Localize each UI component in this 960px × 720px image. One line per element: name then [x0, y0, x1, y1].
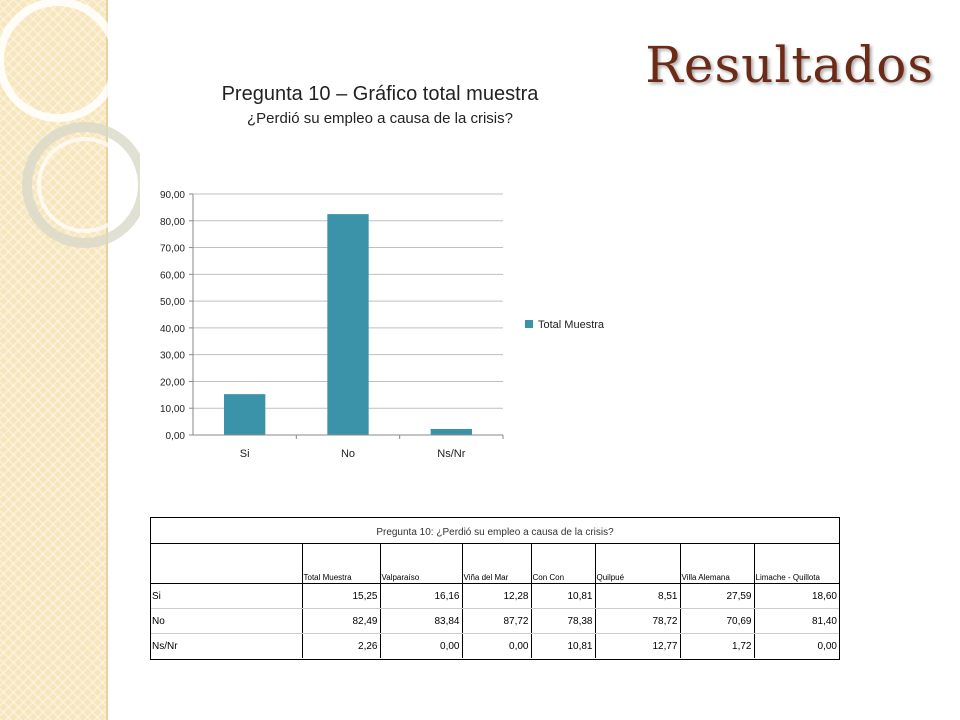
x-tick-label: Ns/Nr — [437, 448, 465, 460]
table-cell: 10,81 — [531, 633, 596, 658]
chart-legend: Total Muestra — [525, 319, 605, 331]
table-column-header: Quilpué — [595, 544, 681, 584]
table-cell: 78,38 — [531, 608, 596, 634]
table-row-label: No — [151, 608, 303, 634]
legend-label: Total Muestra — [538, 319, 605, 331]
table-cell: 12,77 — [595, 633, 681, 658]
decorative-ring-small-inner — [37, 137, 133, 233]
table-row: Ns/Nr 2,26 0,00 0,00 10,81 12,77 1,72 0,00 — [151, 633, 839, 658]
table-column-header: Valparaíso — [380, 544, 463, 584]
decorative-ring-small — [22, 122, 140, 248]
table-caption: Pregunta 10: ¿Perdió su empleo a causa d… — [151, 518, 839, 544]
table-cell: 70,69 — [680, 608, 755, 634]
table-cell: 15,25 — [302, 583, 381, 609]
chart-axes: 0,00 10,00 20,00 30,00 40,00 50,00 60,00 70,00 8… — [160, 190, 504, 460]
table-cell: 78,72 — [595, 608, 681, 634]
x-tick-label: No — [341, 448, 355, 460]
table-cell: 87,72 — [462, 608, 532, 634]
table-column-header: Con Con — [531, 544, 596, 584]
table-column-header: Viña del Mar — [462, 544, 532, 584]
table-cell: 27,59 — [680, 583, 755, 609]
y-tick-label: 60,00 — [160, 270, 185, 281]
y-tick-label: 30,00 — [160, 351, 185, 362]
bar-no — [327, 214, 369, 435]
table-row-label: Si — [151, 583, 303, 609]
table-column-header: Limache - Quillota — [754, 544, 839, 584]
slide-title: Resultados — [645, 36, 934, 94]
table-cell: 12,28 — [462, 583, 532, 609]
table-cell: 8,51 — [595, 583, 681, 609]
y-tick-label: 90,00 — [160, 190, 185, 201]
table-cell: 0,00 — [462, 633, 532, 658]
table-row: Si 15,25 16,16 12,28 10,81 8,51 27,59 18,60 — [151, 583, 839, 609]
table-row-label: Ns/Nr — [151, 633, 303, 658]
bar-nsnr — [430, 428, 472, 435]
table-cell: 16,16 — [380, 583, 463, 609]
decorative-ring-large — [0, 0, 120, 122]
table-cell: 83,84 — [380, 608, 463, 634]
results-table: Pregunta 10: ¿Perdió su empleo a causa d… — [150, 517, 840, 660]
table-cell: 10,81 — [531, 583, 596, 609]
y-tick-label: 0,00 — [166, 431, 186, 442]
y-tick-label: 20,00 — [160, 377, 185, 388]
legend-swatch — [525, 320, 533, 328]
x-tick-label: Si — [240, 448, 250, 460]
table-cell: 81,40 — [754, 608, 839, 634]
y-tick-label: 80,00 — [160, 217, 185, 228]
y-tick-label: 70,00 — [160, 244, 185, 255]
decorative-rings — [0, 0, 140, 248]
table-column-header: Total Muestra — [302, 544, 381, 584]
table-column-header — [151, 544, 303, 584]
table-header-row: Total Muestra Valparaíso Viña del Mar Con C… — [151, 544, 839, 584]
bar-si — [224, 394, 266, 435]
y-tick-label: 40,00 — [160, 324, 185, 335]
table-row: No 82,49 83,84 87,72 78,38 78,72 70,69 81,40 — [151, 608, 839, 634]
bar-chart: 0,00 10,00 20,00 30,00 40,00 50,00 60,00 70,00 8… — [160, 190, 605, 460]
table-cell: 1,72 — [680, 633, 755, 658]
table-cell: 2,26 — [302, 633, 381, 658]
chart-bars — [224, 214, 472, 435]
y-tick-label: 10,00 — [160, 404, 185, 415]
table-cell: 0,00 — [817, 640, 837, 652]
chart-title: Pregunta 10 – Gráfico total muestra — [221, 83, 539, 105]
chart-subtitle: ¿Perdió su empleo a causa de la crisis? — [247, 110, 513, 127]
y-tick-label: 50,00 — [160, 297, 185, 308]
table-cell: 82,49 — [302, 608, 381, 634]
table-cell: 18,60 — [754, 583, 839, 609]
table-cell: 0,00 — [380, 633, 463, 658]
table-column-header: Villa Alemana — [680, 544, 755, 584]
results-grid: Total Muestra Valparaíso Viña del Mar Con C… — [151, 544, 839, 658]
